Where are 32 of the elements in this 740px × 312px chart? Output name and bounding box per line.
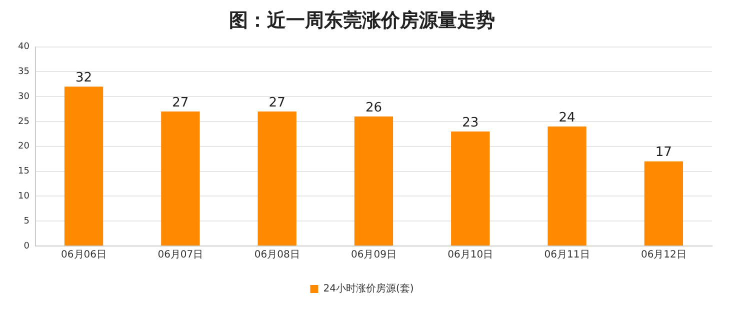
chart-title: 图：近一周东莞涨价房源量走势 bbox=[229, 9, 495, 32]
x-tick-label: 06月12日 bbox=[640, 250, 686, 261]
data-label: 17 bbox=[655, 145, 672, 160]
y-tick-label: 30 bbox=[18, 92, 30, 102]
x-tick-label: 06月06日 bbox=[61, 250, 107, 261]
x-tick-label: 06月09日 bbox=[351, 250, 396, 261]
bar bbox=[644, 161, 684, 246]
data-label: 24 bbox=[558, 110, 576, 126]
bar bbox=[64, 86, 104, 246]
data-label: 26 bbox=[365, 100, 382, 116]
legend-label: 24小时涨价房源(套) bbox=[323, 282, 414, 295]
x-tick-label: 06月11日 bbox=[544, 250, 590, 261]
y-tick-label: 40 bbox=[18, 42, 30, 52]
bar bbox=[354, 116, 394, 246]
x-tick-label: 06月08日 bbox=[254, 250, 300, 261]
y-tick-label: 0 bbox=[24, 241, 30, 252]
y-tick-label: 25 bbox=[18, 116, 30, 127]
x-tick-label: 06月10日 bbox=[448, 250, 494, 261]
data-label: 32 bbox=[76, 70, 92, 86]
x-tick-label: 06月07日 bbox=[158, 250, 204, 261]
y-tick-label: 35 bbox=[18, 67, 30, 78]
data-label: 27 bbox=[268, 95, 286, 110]
data-label: 23 bbox=[462, 115, 479, 130]
data-label: 27 bbox=[172, 95, 189, 110]
y-tick-label: 10 bbox=[18, 192, 30, 202]
bar bbox=[161, 112, 200, 246]
bar bbox=[451, 131, 490, 246]
y-tick-label: 15 bbox=[18, 166, 30, 177]
y-tick-label: 5 bbox=[24, 216, 30, 226]
y-tick-label: 20 bbox=[18, 142, 30, 152]
bar bbox=[548, 126, 586, 246]
bar bbox=[258, 112, 296, 246]
